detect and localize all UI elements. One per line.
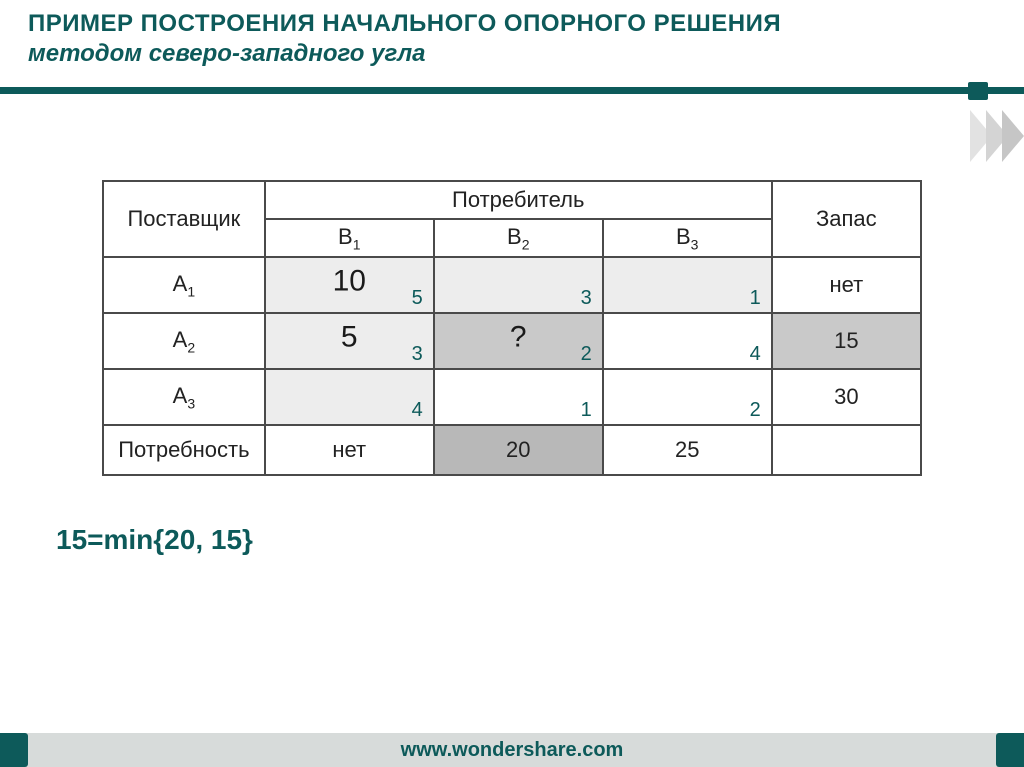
cell-a1-b1: 105 bbox=[265, 257, 434, 313]
header-b2: B2 bbox=[434, 219, 603, 257]
cell-a3-b3: 2 bbox=[603, 369, 772, 425]
header-b1: B1 bbox=[265, 219, 434, 257]
cost: 5 bbox=[412, 287, 423, 310]
cost: 1 bbox=[581, 399, 592, 422]
row-label-a3: A3 bbox=[103, 369, 265, 425]
demand-b4 bbox=[772, 425, 921, 475]
cell-a3-b1: 4 bbox=[265, 369, 434, 425]
footer-url: www.wondershare.com bbox=[401, 739, 624, 762]
cost: 1 bbox=[750, 287, 761, 310]
allocation: 10 bbox=[266, 265, 433, 299]
allocation: ? bbox=[435, 321, 602, 355]
demand-b3: 25 bbox=[603, 425, 772, 475]
title-line-1: ПРИМЕР ПОСТРОЕНИЯ НАЧАЛЬНОГО ОПОРНОГО РЕ… bbox=[28, 10, 996, 38]
title-line-2: методом северо-западного угла bbox=[28, 40, 996, 68]
header-stock: Запас bbox=[772, 181, 921, 257]
cell-a1-b3: 1 bbox=[603, 257, 772, 313]
header-supplier: Поставщик bbox=[103, 181, 265, 257]
stock-a2: 15 bbox=[772, 313, 921, 369]
cost: 3 bbox=[581, 287, 592, 310]
cell-a3-b2: 1 bbox=[434, 369, 603, 425]
demand-b2: 20 bbox=[434, 425, 603, 475]
cell-a1-b2: 3 bbox=[434, 257, 603, 313]
row-label-a1: A1 bbox=[103, 257, 265, 313]
footer: www.wondershare.com bbox=[0, 733, 1024, 767]
formula-text: 15=min{20, 15} bbox=[56, 524, 1024, 556]
demand-b1: нет bbox=[265, 425, 434, 475]
row-label-a2: A2 bbox=[103, 313, 265, 369]
cell-a2-b2: ?2 bbox=[434, 313, 603, 369]
cost: 4 bbox=[412, 399, 423, 422]
slide-header: ПРИМЕР ПОСТРОЕНИЯ НАЧАЛЬНОГО ОПОРНОГО РЕ… bbox=[0, 0, 1024, 76]
demand-label: Потребность bbox=[103, 425, 265, 475]
stock-a1: нет bbox=[772, 257, 921, 313]
cost: 4 bbox=[750, 343, 761, 366]
cost: 2 bbox=[750, 399, 761, 422]
header-b3: B3 bbox=[603, 219, 772, 257]
stock-a3: 30 bbox=[772, 369, 921, 425]
cost: 3 bbox=[412, 343, 423, 366]
divider bbox=[0, 82, 1024, 100]
allocation: 5 bbox=[266, 321, 433, 355]
chevron-decoration bbox=[976, 110, 1024, 162]
transportation-table: Поставщик Потребитель Запас B1B2B3 A1105… bbox=[102, 180, 922, 476]
cell-a2-b3: 4 bbox=[603, 313, 772, 369]
cell-a2-b1: 53 bbox=[265, 313, 434, 369]
cost: 2 bbox=[581, 343, 592, 366]
header-consumer: Потребитель bbox=[265, 181, 772, 219]
